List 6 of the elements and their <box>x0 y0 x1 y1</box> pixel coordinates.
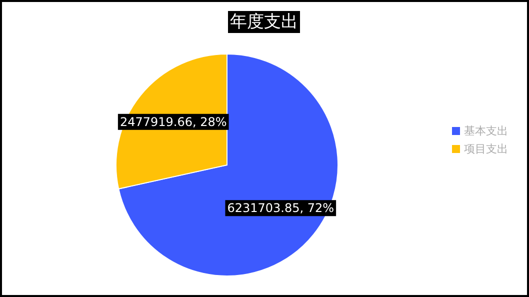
chart-title: 年度支出 <box>230 12 298 32</box>
legend-label: 基本支出 <box>464 124 508 138</box>
legend-label: 项目支出 <box>464 142 508 156</box>
pie-slice <box>118 54 338 276</box>
data-label: 2477919.66, 28% <box>120 114 227 129</box>
data-label: 6231703.85, 72% <box>227 201 334 216</box>
